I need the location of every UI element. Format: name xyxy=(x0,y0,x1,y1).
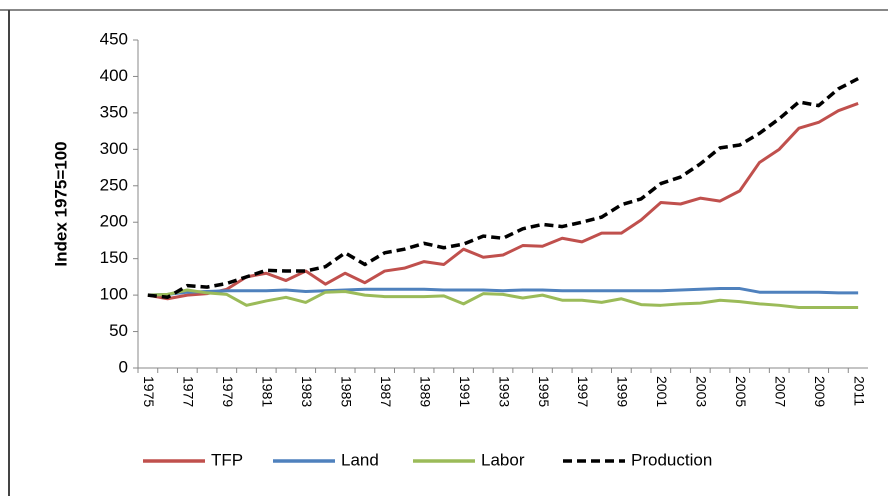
x-tick-label: 1989 xyxy=(417,376,433,407)
x-tick-label: 1983 xyxy=(299,376,315,407)
series-line xyxy=(147,287,859,297)
x-tick-label: 1981 xyxy=(260,376,276,407)
x-tick-label: 2001 xyxy=(654,376,670,407)
series-line xyxy=(147,77,859,300)
x-tick-label: 1991 xyxy=(457,376,473,407)
legend-label: Labor xyxy=(481,450,525,469)
y-tick-label: 350 xyxy=(100,102,128,121)
x-tick-label: 1985 xyxy=(338,376,354,407)
legend-label: Production xyxy=(631,450,712,469)
y-tick-label: 200 xyxy=(100,212,128,231)
series-line xyxy=(147,288,859,310)
x-tick-label: 2009 xyxy=(812,376,828,407)
x-tick-label: 1999 xyxy=(615,376,631,407)
series-line xyxy=(147,102,859,301)
x-tick-label: 2003 xyxy=(694,376,710,407)
x-tick-label: 1975 xyxy=(141,376,157,407)
legend-label: Land xyxy=(341,450,379,469)
x-tick-label: 1995 xyxy=(536,376,552,407)
x-tick-label: 1993 xyxy=(496,376,512,407)
y-axis-title: Index 1975=100 xyxy=(51,141,70,266)
x-tick-label: 1997 xyxy=(575,376,591,407)
x-tick-label: 1977 xyxy=(181,376,197,407)
x-tick-label: 1987 xyxy=(378,376,394,407)
legend-label: TFP xyxy=(211,450,243,469)
y-tick-label: 150 xyxy=(100,248,128,267)
x-tick-label: 2005 xyxy=(733,376,749,407)
x-tick-label: 2011 xyxy=(851,376,867,406)
x-tick-label: 1979 xyxy=(220,376,236,407)
y-tick-label: 300 xyxy=(100,139,128,158)
y-tick-label: 0 xyxy=(119,357,128,376)
y-tick-label: 100 xyxy=(100,285,128,304)
y-tick-label: 50 xyxy=(109,321,128,340)
y-tick-label: 250 xyxy=(100,175,128,194)
y-tick-label: 450 xyxy=(100,29,128,48)
x-tick-label: 2007 xyxy=(773,376,789,407)
y-tick-label: 400 xyxy=(100,66,128,85)
